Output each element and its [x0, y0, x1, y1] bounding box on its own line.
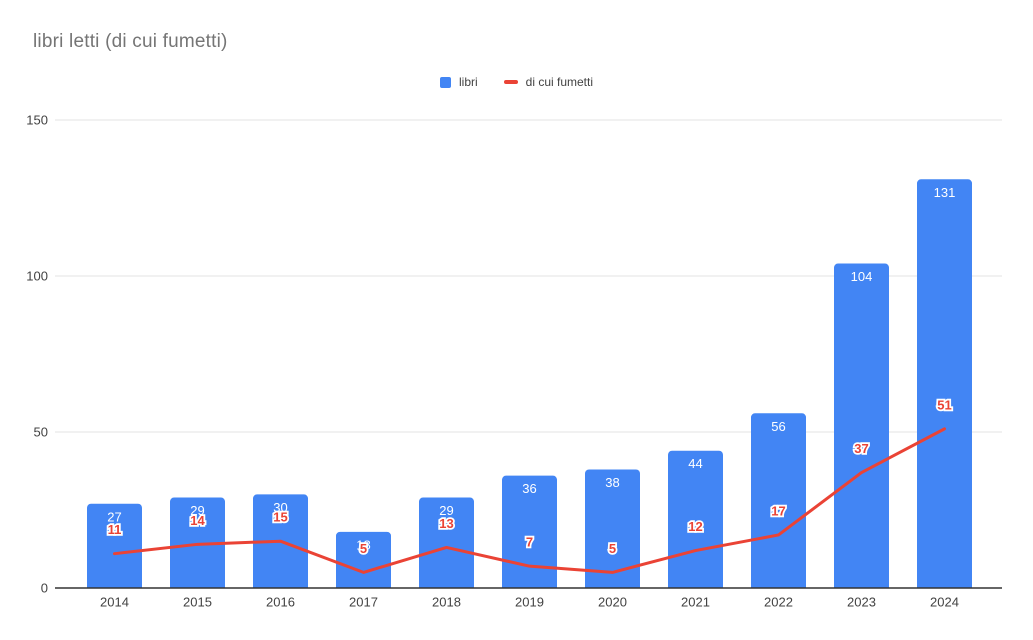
line-label-2016: 15: [273, 510, 287, 525]
bar-label-2017: 18: [356, 537, 370, 552]
bar-2023[interactable]: [834, 263, 889, 588]
y-tick-label-50: 50: [34, 425, 48, 440]
bar-label-2022: 56: [771, 419, 785, 434]
line-label-2023: 37: [854, 441, 868, 456]
legend-label-libri: libri: [458, 75, 478, 89]
legend-dash-icon: [503, 80, 518, 84]
chart-legend: libri di cui fumetti: [0, 71, 1033, 93]
bar-label-2014: 27: [107, 509, 121, 524]
line-label-2020: 5: [609, 541, 616, 556]
fumetti-line[interactable]: [113, 427, 946, 574]
x-tick-label-2017: 2017: [349, 595, 378, 610]
bar-2020[interactable]: [585, 469, 640, 588]
bar-label-2020: 38: [605, 475, 619, 490]
line-label-2017: 5: [360, 541, 367, 556]
bar-2014[interactable]: [87, 503, 142, 588]
y-tick-label-0: 0: [41, 581, 48, 596]
line-label-2022: 17: [771, 503, 785, 518]
bar-label-2018: 29: [439, 503, 453, 518]
x-tick-label-2023: 2023: [847, 595, 876, 610]
x-tick-label-2018: 2018: [432, 595, 461, 610]
bar-2024[interactable]: [917, 179, 972, 588]
bar-label-2019: 36: [522, 481, 536, 496]
legend-item-libri[interactable]: libri: [439, 75, 478, 89]
x-tick-label-2015: 2015: [183, 595, 212, 610]
bar-label-2023: 104: [851, 269, 873, 284]
y-tick-label-100: 100: [26, 269, 48, 284]
line-label-2021: 12: [688, 519, 702, 534]
x-tick-label-2016: 2016: [266, 595, 295, 610]
x-tick-label-2022: 2022: [764, 595, 793, 610]
x-tick-label-2020: 2020: [598, 595, 627, 610]
x-tick-label-2021: 2021: [681, 595, 710, 610]
y-tick-label-150: 150: [26, 113, 48, 128]
legend-square-icon: [439, 76, 451, 88]
bar-label-2024: 131: [934, 185, 956, 200]
legend-label-di-cui-fumetti: di cui fumetti: [525, 75, 594, 89]
line-label-2015: 14: [190, 513, 205, 528]
x-tick-label-2019: 2019: [515, 595, 544, 610]
x-tick-label-2024: 2024: [930, 595, 959, 610]
bar-2022[interactable]: [751, 413, 806, 588]
bar-2018[interactable]: [419, 497, 474, 588]
bar-label-2015: 29: [190, 503, 204, 518]
line-label-2014: 11: [108, 522, 122, 537]
bar-2019[interactable]: [502, 475, 557, 588]
x-tick-label-2014: 2014: [100, 595, 129, 610]
line-label-2018: 13: [439, 516, 453, 531]
bar-label-2021: 44: [688, 456, 702, 471]
legend-item-di-cui-fumetti[interactable]: di cui fumetti: [503, 75, 594, 89]
bar-2015[interactable]: [170, 497, 225, 588]
line-label-2019: 7: [526, 535, 533, 550]
chart-title: libri letti (di cui fumetti): [33, 31, 228, 52]
bar-label-2016: 30: [273, 500, 287, 515]
line-label-2024: 51: [937, 397, 951, 412]
bar-2017[interactable]: [336, 531, 391, 588]
